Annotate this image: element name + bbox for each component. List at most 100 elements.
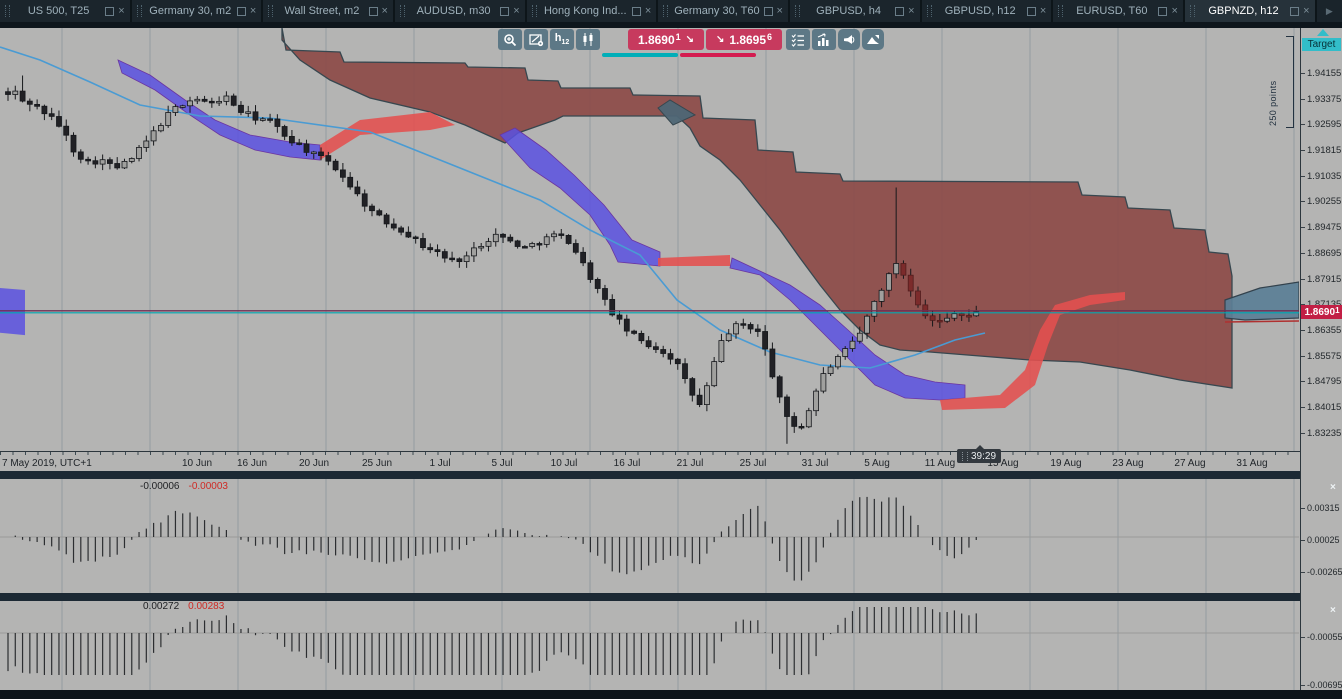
panel-separator[interactable] — [0, 593, 1342, 601]
countdown-value: 39:29 — [970, 450, 997, 462]
candle-body — [733, 323, 739, 335]
candle-body — [522, 246, 528, 249]
tab-wall-street-m2[interactable]: Wall Street, m2 × — [263, 0, 393, 22]
candle-body — [441, 251, 448, 259]
close-icon[interactable]: × — [644, 4, 652, 17]
sell-button[interactable]: 1.8690 1 ↘ — [628, 29, 704, 50]
price-axis-label: 1.93375 — [1301, 94, 1341, 105]
announcement-icon[interactable] — [838, 29, 860, 50]
target-label[interactable]: Target — [1302, 38, 1341, 51]
tab-grip-icon — [794, 5, 800, 17]
candle-body — [856, 332, 863, 342]
candle-body — [645, 340, 652, 348]
candle-body — [179, 105, 186, 108]
oscillator-2-main-value: 0.00272 — [143, 601, 180, 612]
close-icon[interactable]: × — [513, 4, 520, 17]
detach-window-icon[interactable] — [1026, 6, 1036, 16]
candle-body — [536, 243, 543, 246]
tab-gbpnzd-h12[interactable]: GBPNZD, h12 × — [1184, 0, 1315, 22]
candle-body — [667, 353, 674, 360]
tab-eurusd-t60[interactable]: EURUSD, T60 × — [1053, 0, 1183, 22]
close-icon[interactable]: × — [1303, 4, 1310, 17]
candle-body — [849, 340, 856, 350]
oscillator-axis-label: 0.00025 — [1301, 535, 1340, 545]
candle-body — [835, 356, 841, 368]
oscillator-panel-1[interactable] — [0, 479, 1299, 593]
detach-window-icon[interactable] — [1158, 6, 1168, 16]
close-icon[interactable]: × — [776, 4, 783, 17]
candle-body — [754, 328, 761, 332]
close-icon[interactable]: × — [1171, 4, 1178, 17]
detach-window-icon[interactable] — [1290, 6, 1300, 16]
oscillator-panel-2[interactable] — [0, 601, 1299, 690]
candle-body — [900, 263, 907, 276]
buy-button[interactable]: ↘ 1.8695 6 — [706, 29, 782, 50]
measure-bracket-bottom — [1286, 127, 1294, 128]
candle-body — [150, 130, 157, 142]
candle-body — [339, 169, 346, 178]
zoom-icon[interactable] — [498, 29, 522, 50]
panel-separator[interactable] — [0, 470, 1342, 479]
detach-window-icon[interactable] — [368, 6, 378, 16]
checklist-icon[interactable] — [786, 29, 810, 50]
candle-body — [791, 416, 798, 427]
candle-body — [412, 236, 419, 240]
candle-body — [893, 263, 900, 275]
current-price-label: 1.8690 1 — [1301, 305, 1342, 319]
close-icon[interactable]: × — [908, 4, 915, 17]
detach-window-icon[interactable] — [631, 6, 641, 16]
time-axis-label: 27 Aug — [1174, 458, 1206, 469]
oscillator-1-close-icon[interactable]: × — [1330, 482, 1336, 493]
candle-body — [769, 348, 776, 378]
price-axis-label: 1.88695 — [1301, 248, 1341, 259]
quick-trade-icon[interactable] — [862, 29, 884, 50]
tick-direction-icon: ↘ — [715, 34, 725, 45]
tab-us-500-t25[interactable]: US 500, T25 × — [0, 0, 130, 22]
candlestick-icon[interactable] — [576, 29, 600, 50]
tab-hong-kong-ind[interactable]: Hong Kong Ind... × — [526, 0, 657, 22]
candle-body — [187, 100, 193, 107]
candle-body — [529, 243, 536, 247]
candle-body — [929, 315, 936, 321]
close-icon[interactable]: × — [381, 4, 388, 17]
detach-window-icon[interactable] — [500, 6, 510, 16]
price-axis[interactable]: Target 1.8690 1 × × 1.94155 1.93375 1.92595… — [1300, 28, 1342, 690]
tab-germany-30-t60[interactable]: Germany 30, T60 × — [658, 0, 788, 22]
close-icon[interactable]: × — [1039, 4, 1047, 17]
tab-scroll-right-icon[interactable]: ▶ — [1316, 0, 1342, 22]
tab-gbpusd-h4[interactable]: GBPUSD, h4 × — [789, 0, 920, 22]
candle-body — [762, 331, 768, 350]
close-icon[interactable]: × — [249, 4, 257, 17]
detach-window-icon[interactable] — [236, 6, 246, 16]
oscillator-axis-label: -0.00055 — [1301, 632, 1342, 642]
detach-window-icon[interactable] — [105, 6, 115, 16]
candle-body — [740, 323, 747, 326]
main-price-chart[interactable] — [0, 28, 1299, 451]
performance-icon[interactable] — [812, 29, 836, 50]
tab-germany-30-m2[interactable]: Germany 30, m2 × — [131, 0, 262, 22]
countdown-pointer-icon — [976, 445, 984, 449]
tab-grip-icon — [1189, 5, 1195, 17]
candle-body — [674, 358, 681, 365]
oscillator-2-close-icon[interactable]: × — [1330, 605, 1336, 616]
candle-body — [41, 105, 48, 115]
tab-grip-icon — [926, 5, 932, 17]
candle-body — [456, 258, 463, 262]
detach-window-icon[interactable] — [895, 6, 905, 16]
candle-body — [478, 245, 485, 249]
time-axis-label: 19 Aug — [1050, 458, 1082, 469]
tab-audusd-m30[interactable]: AUDUSD, m30 × — [394, 0, 525, 22]
price-axis-label: 1.84795 — [1301, 376, 1341, 387]
chart-settings-icon[interactable] — [524, 29, 548, 50]
time-axis[interactable]: 7 May 2019, UTC+1 10 Jun 16 Jun 20 Jun 25 Ju… — [0, 451, 1300, 471]
ribbon-blue-2 — [499, 127, 661, 267]
close-icon[interactable]: × — [118, 4, 125, 17]
tab-gbpusd-h12[interactable]: GBPUSD, h12 × — [921, 0, 1052, 22]
candle-body — [354, 186, 361, 195]
detach-window-icon[interactable] — [763, 6, 773, 16]
timeframe-button[interactable]: h12 — [550, 29, 574, 50]
candle-body — [5, 91, 11, 95]
candle-body — [121, 160, 128, 169]
moving-average-line — [0, 46, 986, 369]
